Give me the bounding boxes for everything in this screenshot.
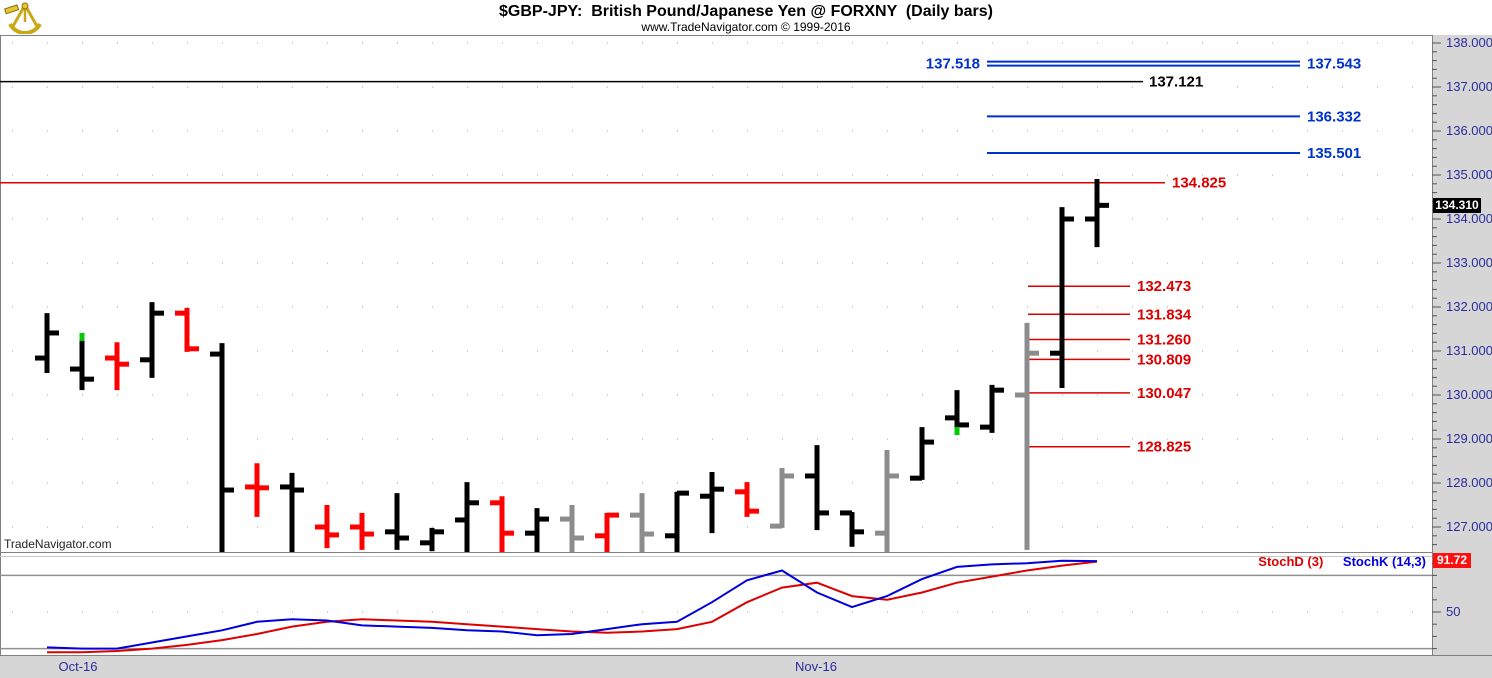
- blue-level-label: 137.518: [926, 56, 980, 73]
- sextant-logo-icon: [4, 2, 42, 34]
- price-axis-background: [1432, 35, 1492, 655]
- watermark-text: TradeNavigator.com: [4, 537, 112, 551]
- chart-header: $GBP-JPY: British Pound/Japanese Yen @ F…: [0, 0, 1492, 35]
- blue-level-label: 136.332: [1307, 108, 1361, 125]
- price-tick-label: 127.000: [1446, 519, 1492, 534]
- ohlc-bar[interactable]: [280, 472, 304, 553]
- red-level-label: 130.047: [1137, 385, 1191, 402]
- stochk-line[interactable]: [46, 559, 1098, 650]
- ohlc-bar[interactable]: [840, 510, 864, 547]
- price-tick-label: 137.000: [1446, 79, 1492, 94]
- stochd-line[interactable]: [47, 560, 1098, 654]
- panel-left-border: [0, 35, 1, 655]
- price-tick-label: 129.000: [1446, 431, 1492, 446]
- ohlc-bar[interactable]: [245, 463, 269, 517]
- ohlc-bar[interactable]: [1085, 178, 1109, 248]
- ohlc-bar[interactable]: [910, 427, 934, 481]
- chart-subtitle: www.TradeNavigator.com © 1999-2016: [641, 20, 851, 34]
- ohlc-bar[interactable]: [1015, 322, 1039, 550]
- price-tick-label: 130.000: [1446, 387, 1492, 402]
- ohlc-bar[interactable]: [210, 343, 234, 553]
- ohlc-bar[interactable]: [630, 493, 654, 553]
- red-level-label: 131.260: [1137, 332, 1191, 349]
- stoch-tick-label: 50: [1446, 604, 1460, 619]
- ohlc-bar[interactable]: [875, 450, 899, 553]
- ohlc-bar[interactable]: [175, 307, 199, 352]
- red-level-label: 130.809: [1137, 351, 1191, 368]
- ohlc-bar[interactable]: [1050, 207, 1074, 388]
- ohlc-bar[interactable]: [735, 482, 759, 517]
- red-level-label: 132.473: [1137, 278, 1191, 295]
- header-divider: [0, 35, 1492, 36]
- ohlc-bar[interactable]: [560, 505, 584, 553]
- ohlc-bar[interactable]: [315, 505, 339, 549]
- stochd-legend-label[interactable]: StochD (3): [1258, 554, 1324, 569]
- ohlc-bar[interactable]: [350, 512, 374, 550]
- price-tick-label: 135.000: [1446, 167, 1492, 182]
- chart-title: $GBP-JPY: British Pound/Japanese Yen @ F…: [499, 3, 993, 20]
- ohlc-bar[interactable]: [945, 390, 969, 436]
- ohlc-bar[interactable]: [70, 332, 94, 391]
- stochk-legend-label[interactable]: StochK (14,3): [1342, 554, 1426, 569]
- ohlc-bar[interactable]: [140, 302, 164, 378]
- price-tick-label: 136.000: [1446, 123, 1492, 138]
- stoch-value-badge: 91.72: [1433, 553, 1471, 568]
- ohlc-bar[interactable]: [770, 468, 794, 529]
- indicator-legend: StochD (3) StochK (14,3): [1242, 554, 1426, 570]
- ohlc-bar[interactable]: [490, 496, 514, 553]
- ohlc-bar[interactable]: [105, 342, 129, 391]
- indicator-panel-top-border: [0, 556, 1432, 557]
- price-tick-label: 132.000: [1446, 299, 1492, 314]
- ohlc-bar[interactable]: [385, 493, 409, 550]
- main-panel-bottom-border: [0, 552, 1432, 553]
- red-level-label: 128.825: [1137, 439, 1191, 456]
- price-tick-label: 133.000: [1446, 255, 1492, 270]
- price-chart-canvas[interactable]: 137.518 137.543 136.332 135.501 137.121 134.8…: [0, 35, 1432, 553]
- ohlc-bar[interactable]: [595, 512, 619, 553]
- last-price-badge: 134.310: [1433, 198, 1481, 213]
- ohlc-bar[interactable]: [665, 490, 689, 553]
- stochastic-panel-canvas[interactable]: [0, 556, 1432, 655]
- ohlc-bar[interactable]: [420, 527, 444, 552]
- price-tick-label: 128.000: [1446, 475, 1492, 490]
- date-label: Oct-16: [58, 659, 98, 674]
- blue-level-label: 135.501: [1307, 145, 1361, 162]
- ohlc-bar[interactable]: [525, 508, 549, 553]
- red-level-label: 134.825: [1172, 175, 1226, 192]
- ohlc-bar[interactable]: [700, 472, 724, 534]
- red-level-label: 131.834: [1137, 306, 1192, 323]
- date-label: Nov-16: [795, 659, 837, 674]
- black-level-label: 137.121: [1149, 74, 1203, 91]
- blue-level-label: 137.543: [1307, 56, 1361, 73]
- ohlc-bar[interactable]: [35, 313, 59, 373]
- ohlc-bar[interactable]: [805, 445, 829, 531]
- ohlc-bar[interactable]: [455, 482, 479, 553]
- time-axis[interactable]: Oct-16 Nov-16: [0, 655, 1492, 678]
- price-axis[interactable]: 138.000 137.000 136.000 135.000 134.000 133.0…: [1432, 0, 1492, 678]
- price-tick-label: 138.000: [1446, 35, 1492, 50]
- price-tick-label: 131.000: [1446, 343, 1492, 358]
- ohlc-bar[interactable]: [980, 384, 1004, 433]
- price-tick-label: 134.000: [1446, 211, 1492, 226]
